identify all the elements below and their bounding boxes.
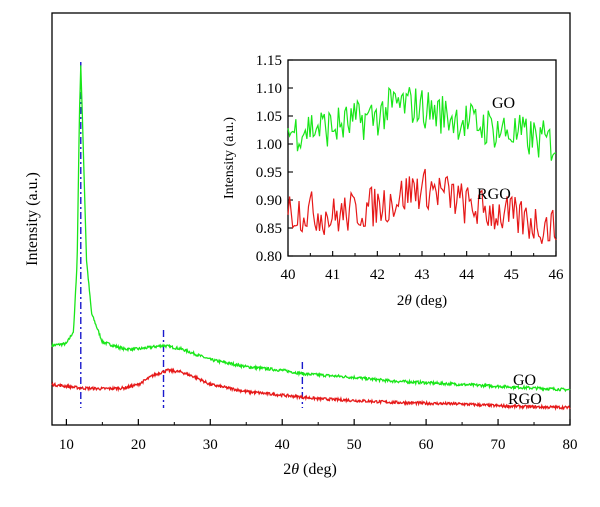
- inset-x-axis-label-theta: θ: [404, 293, 412, 309]
- main-series: [51, 65, 571, 411]
- inset-x-tick-label: 44: [459, 267, 475, 283]
- inset-legend-label-go: GO: [492, 95, 515, 112]
- main-x-axis-label-suffix: (deg): [299, 461, 337, 478]
- main-x-tick-label: 20: [131, 437, 146, 453]
- inset-x-tick-label: 46: [549, 267, 565, 283]
- inset-y-tick-label: 0.90: [256, 193, 282, 209]
- inset-x-tick-label: 41: [325, 267, 340, 283]
- inset-y-tick-label: 1.10: [256, 81, 282, 97]
- inset-series-line-go: [287, 86, 557, 161]
- inset-x-tick-label: 45: [504, 267, 519, 283]
- main-x-axis-label: 2θ (deg): [283, 461, 337, 478]
- inset-x-tick-label: 40: [281, 267, 296, 283]
- inset-x-axis-label-suffix: (deg): [412, 293, 447, 309]
- inset-y-tick-label: 0.85: [256, 221, 282, 237]
- main-x-tick-label: 70: [491, 437, 506, 453]
- inset-x-axis-label: 2θ (deg): [397, 293, 447, 309]
- inset-x-tick-label: 42: [370, 267, 385, 283]
- main-x-tick-label: 80: [563, 437, 578, 453]
- main-marker-lines: [80, 62, 304, 408]
- inset-y-tick-label: 1.05: [256, 109, 282, 125]
- legend-label-go: GO: [513, 372, 536, 389]
- main-series-line-rgo: [51, 367, 571, 411]
- main-x-axis-label-prefix: 2: [283, 461, 291, 478]
- inset-y-axis-label: Intensity (a.u.): [222, 117, 237, 199]
- legend-label-rgo: RGO: [508, 391, 542, 408]
- inset-x-axis-label-prefix: 2: [397, 293, 405, 309]
- main-x-tick-label: 50: [347, 437, 362, 453]
- main-y-axis-label: Intensity (a.u.): [24, 172, 41, 266]
- inset-y-tick-label: 1.15: [256, 53, 282, 69]
- main-x-tick-label: 60: [419, 437, 434, 453]
- inset-plot-frame: [287, 59, 557, 257]
- main-x-ticks: 10 20 30 40 50 60 70 80: [59, 419, 578, 453]
- inset-series-line-rgo: [287, 168, 557, 244]
- inset-series: [287, 86, 557, 244]
- inset-x-tick-label: 43: [415, 267, 430, 283]
- main-series-line-go: [51, 65, 571, 393]
- inset-y-tick-label: 0.80: [256, 249, 282, 265]
- main-x-tick-label: 30: [203, 437, 218, 453]
- main-x-tick-label: 40: [275, 437, 290, 453]
- inset-y-tick-label: 0.95: [256, 165, 282, 181]
- inset-legend-label-rgo: RGO: [477, 186, 511, 203]
- main-plot-frame: [51, 12, 571, 426]
- inset-y-tick-label: 1.00: [256, 137, 282, 153]
- main-x-axis-label-theta: θ: [291, 461, 299, 478]
- inset-ticks: 40 41 42 43 44 45 46 0.80 0.85 0.90 0.95 1.00 1.05 1.…: [256, 53, 564, 283]
- main-x-tick-label: 10: [59, 437, 74, 453]
